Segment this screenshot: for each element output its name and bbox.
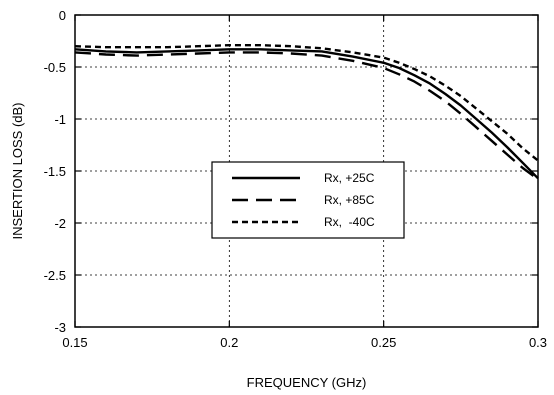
y-tick-label: -2.5 [44,268,66,283]
x-axis-title: FREQUENCY (GHz) [247,375,367,390]
x-tick-label: 0.3 [529,335,547,350]
y-axis-title: INSERTION LOSS (dB) [10,102,25,239]
y-tick-label: -0.5 [44,60,66,75]
x-tick-label: 0.25 [371,335,396,350]
legend-entry-label: Rx, +85C [324,193,375,207]
x-tick-label: 0.15 [62,335,87,350]
y-tick-label: -1 [54,112,66,127]
series-lines [74,44,539,181]
x-axis-ticks: 0.15 0.2 0.25 0.3 [62,15,547,350]
y-tick-label: -2 [54,216,66,231]
y-tick-label: -1.5 [44,164,66,179]
legend-entry-label: Rx, +25C [324,171,375,185]
y-axis-ticks: 0 -0.5 -1 -1.5 -2 -2.5 -3 [44,8,538,335]
legend: Rx, +25C Rx, +85C Rx, -40C [211,161,405,239]
series-line-3 [74,44,539,162]
series-line-2 [74,51,539,181]
y-tick-label: -3 [54,320,66,335]
y-tick-label: 0 [59,8,66,23]
series-line-1 [74,48,539,180]
x-tick-label: 0.2 [220,335,238,350]
legend-entry-label: Rx, -40C [324,215,375,229]
